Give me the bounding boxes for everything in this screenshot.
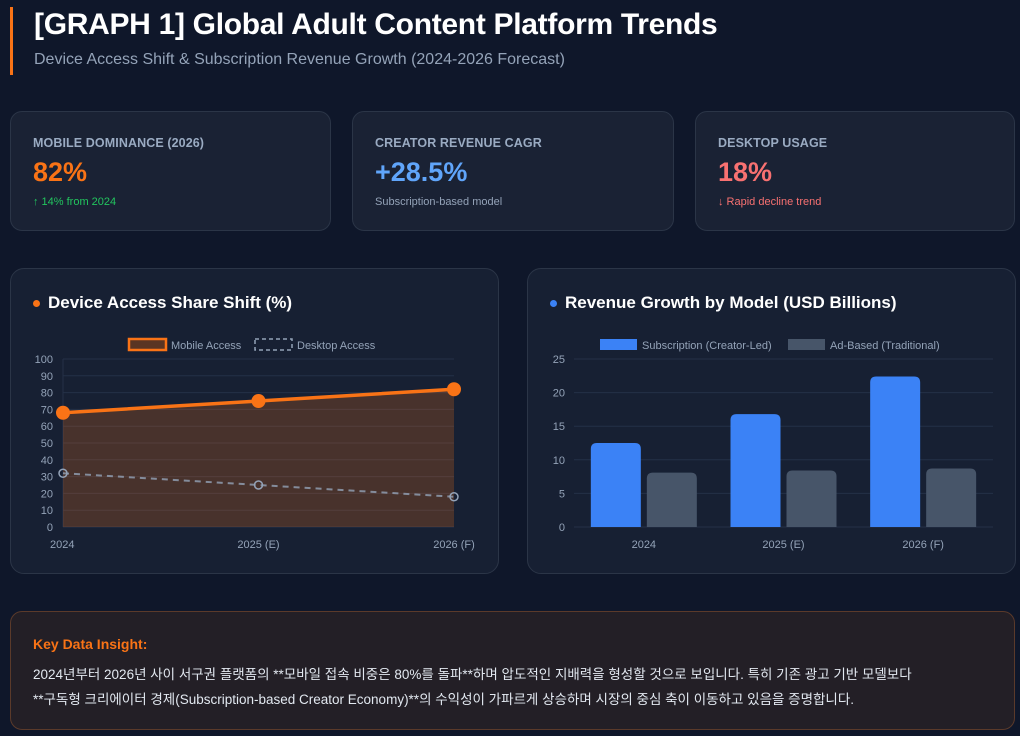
bullet-dot-icon [550,299,557,307]
kpi-value: 18% [718,157,773,187]
x-tick-label: 2025 (E) [762,539,804,551]
x-tick-label: 2024 [632,539,656,551]
subscription-bar[interactable] [590,443,641,527]
y-tick-label: 60 [41,421,53,433]
line-chart-panel: Device Access Share Shift (%) Mobile Acc… [10,268,499,574]
insight-box: Key Data Insight: 2024년부터 2026년 사이 서구권 플… [10,611,1015,730]
legend-swatch-desktop[interactable] [254,338,293,351]
bar-chart-title-text: Revenue Growth by Model (USD Billions) [565,293,897,312]
y-tick-label: 0 [559,522,565,534]
subscription-bar[interactable] [730,414,781,527]
y-tick-label: 5 [559,488,565,500]
y-tick-label: 80 [41,388,53,400]
chart-legend: Mobile Access Desktop Access [127,337,376,352]
kpi-value: 82% [33,157,88,187]
y-tick-label: 20 [41,488,53,500]
y-tick-label: 70 [41,404,53,416]
ad-based-bar[interactable] [926,468,977,527]
insight-title: Key Data Insight: [33,636,148,652]
legend-label-mobile[interactable]: Mobile Access [171,340,242,352]
page-subtitle: Device Access Shift & Subscription Reven… [34,51,565,68]
y-tick-label: 10 [553,455,565,467]
y-tick-label: 10 [41,505,53,517]
y-tick-label: 40 [41,455,53,467]
kpi-note: ↑ 14% from 2024 [33,196,117,208]
bar-chart-title: Revenue Growth by Model (USD Billions) [550,293,897,313]
mobile-point[interactable] [251,394,266,408]
kpi-card-creator-revenue-cagr: CREATOR REVENUE CAGR +28.5% Subscription… [352,111,674,231]
x-tick-label: 2026 (F) [902,539,944,551]
bar-chart-panel: Revenue Growth by Model (USD Billions) S… [527,268,1016,574]
y-tick-label: 90 [41,371,53,383]
chart-legend: Subscription (Creator-Led) Ad-Based (Trad… [600,339,940,352]
desktop-point[interactable] [253,480,264,490]
ad-based-bar[interactable] [646,472,697,527]
bar-chart: Subscription (Creator-Led) Ad-Based (Trad… [553,339,993,551]
mobile-area [63,389,454,527]
insight-line: 2024년부터 2026년 사이 서구권 플랫폼의 **모바일 접속 비중은 8… [33,667,912,682]
legend-swatch-subscription[interactable] [600,339,637,350]
ad-based-bar[interactable] [786,470,837,527]
x-tick-label: 2024 [50,539,74,551]
kpi-card-mobile-dominance: MOBILE DOMINANCE (2026) 82% ↑ 14% from 2… [10,111,331,231]
line-chart-title: Device Access Share Shift (%) [33,293,292,313]
legend-swatch-mobile[interactable] [127,337,168,352]
x-tick-label: 2025 (E) [237,539,279,551]
page-header: [GRAPH 1] Global Adult Content Platform … [10,7,718,75]
mobile-point[interactable] [447,382,461,397]
y-tick-label: 15 [553,421,565,433]
subscription-bar[interactable] [870,376,921,527]
x-tick-label: 2026 (F) [433,539,475,551]
legend-label-subscription[interactable]: Subscription (Creator-Led) [642,340,772,352]
legend-label-ad-based[interactable]: Ad-Based (Traditional) [830,340,940,352]
kpi-label: CREATOR REVENUE CAGR [375,136,542,150]
desktop-point[interactable] [449,492,459,502]
legend-label-desktop[interactable]: Desktop Access [297,340,376,352]
line-chart-title-text: Device Access Share Shift (%) [48,293,293,312]
desktop-point[interactable] [58,468,68,478]
kpi-label: DESKTOP USAGE [718,136,828,150]
legend-swatch-ad-based[interactable] [788,339,825,350]
y-tick-label: 100 [35,354,53,366]
kpi-value: +28.5% [375,157,468,187]
insight-text: 2024년부터 2026년 사이 서구권 플랫폼의 **모바일 접속 비중은 8… [33,662,992,712]
kpi-note: Subscription-based model [375,196,503,208]
mobile-point[interactable] [56,405,70,420]
kpi-label: MOBILE DOMINANCE (2026) [33,136,205,150]
y-tick-label: 30 [41,472,53,484]
y-tick-label: 0 [47,522,53,534]
y-tick-label: 50 [41,438,53,450]
kpi-card-desktop-usage: DESKTOP USAGE 18% ↓ Rapid decline trend [695,111,1015,231]
bullet-dot-icon [33,299,40,307]
y-tick-label: 25 [553,354,565,366]
insight-line: **구독형 크리에이터 경제(Subscription-based Creato… [33,692,855,707]
kpi-note: ↓ Rapid decline trend [718,196,822,208]
y-tick-label: 20 [553,388,565,400]
line-chart: Mobile Access Desktop Access 0 10 20 30 40 50 60… [35,337,475,551]
page-title: [GRAPH 1] Global Adult Content Platform … [34,8,718,41]
